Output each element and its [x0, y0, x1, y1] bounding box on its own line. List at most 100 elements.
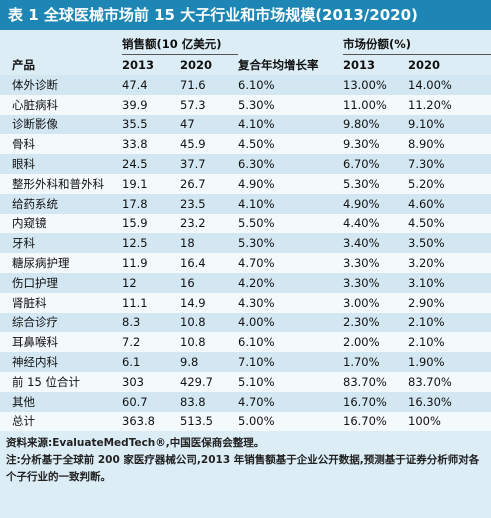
value-cell: 1.70% [343, 352, 408, 372]
value-cell: 83.70% [408, 371, 491, 392]
value-cell: 11.1 [122, 292, 180, 313]
group-header-row: 销售额(10 亿美元) 市场份额(%) [0, 34, 491, 55]
product-cell: 诊断影像 [0, 114, 122, 135]
product-cell: 神经内科 [0, 352, 122, 372]
value-cell: 4.70% [238, 391, 343, 412]
value-cell: 6.10% [238, 332, 343, 353]
value-cell: 11.20% [408, 94, 491, 115]
value-cell: 4.20% [238, 272, 343, 293]
value-cell: 57.3 [180, 94, 238, 115]
value-cell: 33.8 [122, 134, 180, 155]
value-cell: 4.30% [238, 292, 343, 313]
product-cell: 糖尿病护理 [0, 253, 122, 273]
value-cell: 83.8 [180, 391, 238, 412]
value-cell: 4.90% [343, 193, 408, 214]
product-cell: 牙科 [0, 233, 122, 254]
product-cell: 眼科 [0, 154, 122, 174]
product-cell: 总计 [0, 411, 122, 432]
table-row: 牙科 12.5 18 5.30% 3.40% 3.50% [0, 233, 491, 254]
value-cell: 47.4 [122, 75, 180, 95]
empty-cell [0, 34, 122, 55]
value-cell: 3.50% [408, 233, 491, 254]
table-row: 伤口护理 12 16 4.20% 3.30% 3.10% [0, 272, 491, 293]
table-row: 糖尿病护理 11.9 16.4 4.70% 3.30% 3.20% [0, 253, 491, 273]
value-cell: 12.5 [122, 233, 180, 254]
value-cell: 71.6 [180, 75, 238, 95]
value-cell: 16.4 [180, 253, 238, 273]
table-title: 表 1 全球医械市场前 15 大子行业和市场规模(2013/2020) [0, 0, 491, 30]
value-cell: 16 [180, 272, 238, 293]
value-cell: 2.10% [408, 332, 491, 353]
value-cell: 3.30% [343, 253, 408, 273]
value-cell: 6.10% [238, 75, 343, 95]
value-cell: 5.10% [238, 371, 343, 392]
table-row: 神经内科 6.1 9.8 7.10% 1.70% 1.90% [0, 352, 491, 372]
column-header: 产品 [12, 57, 35, 72]
value-cell: 23.5 [180, 193, 238, 214]
group-header: 销售额(10 亿美元) [122, 34, 238, 55]
header-row: 产品 2013 2020 复合年均增长率 2013 2020 [0, 55, 491, 76]
value-cell: 16.70% [343, 411, 408, 432]
table-row: 给药系统 17.8 23.5 4.10% 4.90% 4.60% [0, 193, 491, 214]
table-row: 前 15 位合计 303 429.7 5.10% 83.70% 83.70% [0, 371, 491, 392]
product-cell: 其他 [0, 391, 122, 412]
value-cell: 3.30% [343, 272, 408, 293]
value-cell: 4.50% [408, 213, 491, 234]
product-cell: 前 15 位合计 [0, 371, 122, 392]
value-cell: 12 [122, 272, 180, 293]
table-row: 耳鼻喉科 7.2 10.8 6.10% 2.00% 2.10% [0, 332, 491, 353]
column-header: 2013 [122, 58, 155, 72]
value-cell: 39.9 [122, 94, 180, 115]
table-row: 整形外科和普外科 19.1 26.7 4.90% 5.30% 5.20% [0, 173, 491, 194]
value-cell: 47 [180, 114, 238, 135]
value-cell: 5.50% [238, 213, 343, 234]
value-cell: 2.00% [343, 332, 408, 353]
value-cell: 9.8 [180, 352, 238, 372]
value-cell: 4.70% [238, 253, 343, 273]
table-row: 骨科 33.8 45.9 4.50% 9.30% 8.90% [0, 134, 491, 155]
value-cell: 15.9 [122, 213, 180, 234]
table-row: 内窥镜 15.9 23.2 5.50% 4.40% 4.50% [0, 213, 491, 234]
column-header: 2020 [180, 58, 213, 72]
table-row: 综合诊疗 8.3 10.8 4.00% 2.30% 2.10% [0, 312, 491, 333]
value-cell: 9.10% [408, 114, 491, 135]
value-cell: 6.70% [343, 154, 408, 174]
value-cell: 303 [122, 371, 180, 392]
table-row: 其他 60.7 83.8 4.70% 16.70% 16.30% [0, 391, 491, 412]
product-cell: 内窥镜 [0, 213, 122, 234]
value-cell: 8.90% [408, 134, 491, 155]
value-cell: 3.20% [408, 253, 491, 273]
value-cell: 18 [180, 233, 238, 254]
value-cell: 100% [408, 411, 491, 432]
value-cell: 83.70% [343, 371, 408, 392]
value-cell: 5.30% [238, 94, 343, 115]
value-cell: 23.2 [180, 213, 238, 234]
table-row: 诊断影像 35.5 47 4.10% 9.80% 9.10% [0, 114, 491, 135]
analysis-note: 注:分析基于全球前 200 家医疗器械公司,2013 年销售额基于企业公开数据,… [6, 454, 480, 484]
value-cell: 5.30% [343, 173, 408, 194]
value-cell: 1.90% [408, 352, 491, 372]
value-cell: 10.8 [180, 332, 238, 353]
value-cell: 17.8 [122, 193, 180, 214]
value-cell: 9.80% [343, 114, 408, 135]
data-table: 销售额(10 亿美元) 市场份额(%) 产品 2013 2020 复合年均增长率 2013 2… [0, 34, 491, 432]
value-cell: 14.9 [180, 292, 238, 313]
group-header: 市场份额(%) [343, 34, 491, 55]
value-cell: 60.7 [122, 391, 180, 412]
value-cell: 5.00% [238, 411, 343, 432]
product-cell: 伤口护理 [0, 272, 122, 293]
value-cell: 26.7 [180, 173, 238, 194]
product-cell: 综合诊疗 [0, 312, 122, 333]
table-row: 总计 363.8 513.5 5.00% 16.70% 100% [0, 411, 491, 432]
value-cell: 10.8 [180, 312, 238, 333]
product-cell: 骨科 [0, 134, 122, 155]
value-cell: 4.00% [238, 312, 343, 333]
table-row: 心脏病科 39.9 57.3 5.30% 11.00% 11.20% [0, 94, 491, 115]
value-cell: 45.9 [180, 134, 238, 155]
value-cell: 24.5 [122, 154, 180, 174]
product-cell: 肾脏科 [0, 292, 122, 313]
column-header: 复合年均增长率 [238, 57, 319, 72]
value-cell: 4.10% [238, 114, 343, 135]
value-cell: 4.60% [408, 193, 491, 214]
value-cell: 35.5 [122, 114, 180, 135]
